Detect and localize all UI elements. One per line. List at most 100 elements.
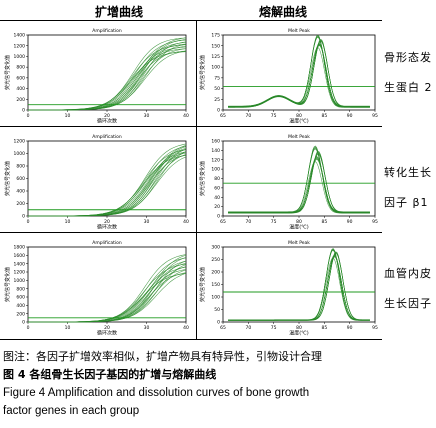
x-tick-label: 65 (220, 113, 226, 119)
table-bottom-rule (0, 339, 382, 340)
data-curve (228, 250, 370, 321)
y-axis-label: 荧光信号变化值 (4, 55, 11, 90)
y-tick-label: 200 (211, 270, 220, 276)
y-tick-label: 600 (16, 176, 25, 182)
x-tick-label: 85 (321, 113, 327, 119)
data-curve (28, 37, 187, 111)
y-tick-label: 80 (214, 176, 220, 182)
y-axis-label: 荧光信号变化值 (4, 267, 11, 302)
x-tick-label: 20 (104, 219, 110, 225)
curve-group (28, 143, 187, 217)
x-tick-label: 20 (104, 113, 110, 119)
y-tick-label: 1800 (14, 245, 26, 251)
x-tick-label: 70 (245, 113, 251, 119)
x-axis-label: 温度(℃) (289, 118, 309, 125)
figure-title-english: Figure 4 Amplification and dissolution c… (3, 384, 435, 420)
figure-title: 图 4 各组骨生长因子基因的扩增与熔解曲线 (3, 368, 217, 381)
chart-title: Amplification (92, 28, 122, 34)
chart-title: Melt Peak (288, 28, 310, 34)
x-tick-label: 90 (347, 325, 353, 331)
y-tick-label: 50 (214, 86, 220, 92)
y-axis-label: 荧光信号变化值 (199, 267, 206, 302)
y-axis-label: 荧光信号变化值 (199, 55, 206, 90)
y-tick-label: 140 (211, 148, 220, 154)
y-tick-label: 200 (16, 201, 25, 207)
y-tick-label: 400 (16, 303, 25, 309)
x-tick-label: 80 (296, 219, 302, 225)
data-curve (228, 36, 370, 107)
x-tick-label: 30 (144, 113, 150, 119)
y-tick-label: 150 (211, 282, 220, 288)
x-tick-label: 40 (183, 219, 189, 225)
data-curve (28, 254, 187, 323)
figure-title-english-line: Figure 4 Amplification and dissolution c… (3, 387, 310, 399)
y-tick-label: 400 (16, 86, 25, 92)
y-tick-label: 250 (211, 257, 220, 263)
y-tick-label: 0 (217, 320, 220, 326)
curve-group (28, 254, 187, 323)
x-tick-label: 0 (27, 219, 30, 225)
y-axis-label: 荧光信号变化值 (4, 161, 11, 196)
melt-panel-2: Melt Peak 0 20 40 60 80 100 120 140 160 65 70 75 80 85… (199, 130, 381, 230)
y-tick-label: 1600 (14, 253, 26, 259)
y-tick-label: 1400 (14, 261, 26, 267)
x-tick-label: 40 (183, 325, 189, 331)
plot-frame (222, 34, 376, 111)
x-tick-label: 70 (245, 325, 251, 331)
chart-title: Melt Peak (288, 134, 310, 140)
table-row-rule (0, 232, 382, 233)
y-tick-label: 125 (211, 54, 220, 60)
row-label-bmp2: 骨形态发 生蛋白 2 (384, 43, 436, 103)
y-tick-label: 25 (214, 97, 220, 103)
y-tick-label: 150 (211, 43, 220, 49)
x-tick-label: 95 (372, 325, 378, 331)
x-axis-label: 温度(℃) (289, 224, 309, 231)
melt-panel-3: Melt Peak 0 50 100 150 200 250 300 65 70 75 80 85 90 9… (199, 236, 381, 336)
chart-title: Amplification (92, 134, 122, 140)
y-tick-label: 75 (214, 75, 220, 81)
row-label-line: 转化生长 (384, 166, 432, 179)
x-tick-label: 85 (321, 219, 327, 225)
figure-note: 图注：各因子扩增效率相似，扩增产物具有特异性，引物设计合理 (3, 350, 322, 363)
y-tick-label: 400 (16, 189, 25, 195)
x-tick-label: 75 (271, 219, 277, 225)
curve-group (228, 34, 370, 108)
x-tick-label: 70 (245, 219, 251, 225)
x-tick-label: 90 (347, 113, 353, 119)
curve-group (228, 145, 370, 214)
y-tick-label: 20 (214, 204, 220, 210)
y-tick-label: 175 (211, 33, 220, 39)
x-tick-label: 65 (220, 325, 226, 331)
row-label-line: 生长因子 (384, 297, 432, 310)
x-tick-label: 0 (27, 325, 30, 331)
y-tick-label: 120 (211, 157, 220, 163)
curve-group (28, 37, 187, 111)
y-tick-label: 0 (22, 108, 25, 114)
y-tick-label: 0 (217, 108, 220, 114)
y-tick-label: 50 (214, 307, 220, 313)
y-tick-label: 600 (16, 295, 25, 301)
x-tick-label: 95 (372, 219, 378, 225)
x-tick-label: 95 (372, 113, 378, 119)
melt-peak-chart: Melt Peak 0 20 40 60 80 100 120 140 160 65 70 75 80 85… (199, 134, 378, 231)
x-tick-label: 30 (144, 219, 150, 225)
y-tick-label: 800 (16, 164, 25, 170)
y-tick-label: 1200 (14, 139, 26, 145)
table-column-divider (196, 20, 197, 340)
y-tick-label: 1000 (14, 54, 26, 60)
y-tick-label: 0 (217, 214, 220, 220)
amplification-chart: Amplification 0 200 400 600 800 1000 1200 0 10 20 3… (4, 134, 189, 230)
y-tick-label: 800 (16, 65, 25, 71)
table-row-rule (0, 126, 382, 127)
x-tick-label: 0 (27, 113, 30, 119)
y-axis-label: 荧光信号变化值 (199, 161, 206, 196)
data-curve (28, 145, 187, 217)
y-tick-label: 800 (16, 286, 25, 292)
chart-title: Melt Peak (288, 240, 310, 246)
x-tick-label: 85 (321, 325, 327, 331)
amplification-panel-3: Amplification 0 200 400 600 800 1000 1200 1400 16… (4, 236, 192, 336)
y-tick-label: 100 (211, 167, 220, 173)
row-label-line: 生蛋白 2 (384, 81, 433, 94)
y-tick-label: 1400 (14, 33, 26, 39)
amplification-panel-1: Amplification 0 200 400 600 800 1000 1200 1400 0 1… (4, 24, 192, 124)
